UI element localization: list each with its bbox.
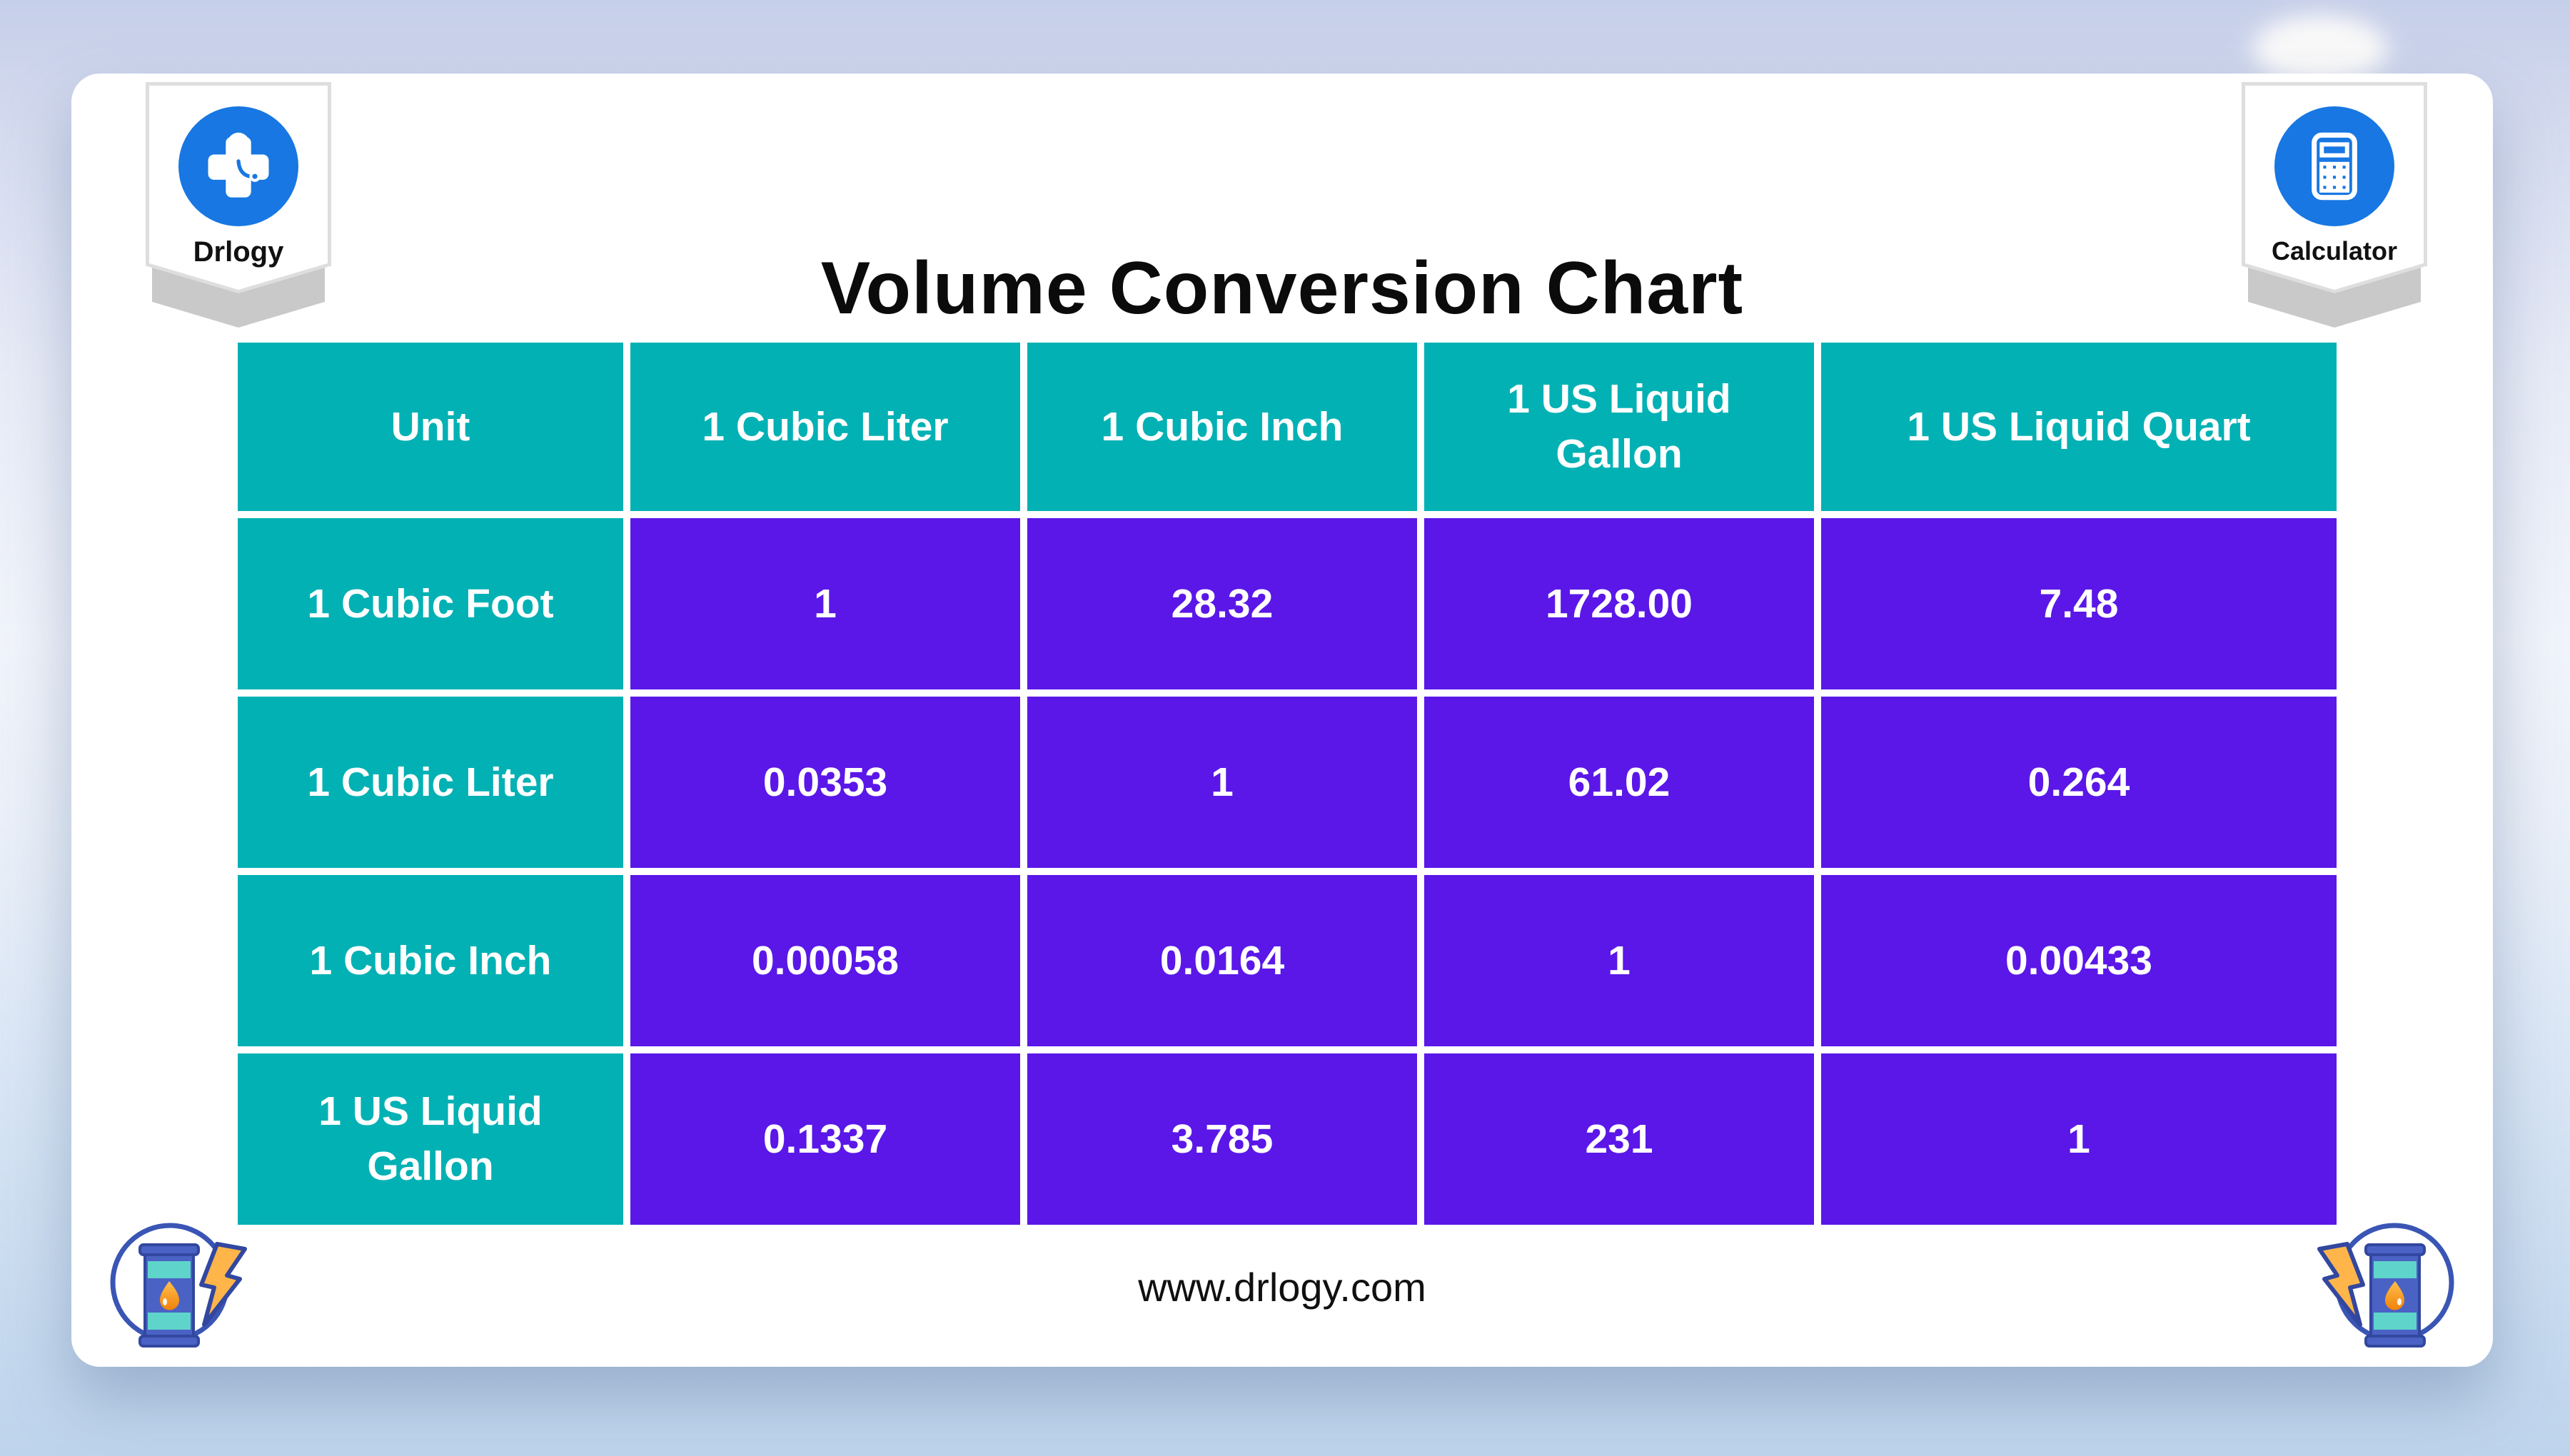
medical-cross-stethoscope-icon — [208, 132, 269, 198]
calculator-badge-label: Calculator — [2271, 236, 2398, 266]
column-header: Unit — [238, 343, 623, 511]
row-header: 1 Cubic Liter — [238, 697, 623, 868]
table-cell: 0.264 — [1821, 697, 2337, 868]
column-header: 1 Cubic Liter — [630, 343, 1020, 511]
table-cell: 1 — [630, 518, 1020, 689]
table-cell: 0.00433 — [1821, 875, 2337, 1046]
drlogy-badge-label: Drlogy — [193, 236, 284, 268]
column-header: 1 US Liquid Gallon — [1424, 343, 1814, 511]
row-header: 1 US Liquid Gallon — [238, 1053, 623, 1225]
calculator-logo-circle — [2274, 106, 2394, 226]
content-card: Drlogy Calculator — [71, 74, 2493, 1367]
website-url: www.drlogy.com — [1138, 1265, 1426, 1310]
table-cell: 0.00058 — [630, 875, 1020, 1046]
calculator-badge: Calculator — [2242, 82, 2427, 332]
table-cell: 0.1337 — [630, 1053, 1020, 1225]
table-cell: 0.0353 — [630, 697, 1020, 868]
table-cell: 1 — [1424, 875, 1814, 1046]
table-cell: 1 — [1027, 697, 1417, 868]
oil-barrel-energy-icon — [2317, 1223, 2454, 1348]
row-header: 1 Cubic Inch — [238, 875, 623, 1046]
table-cell: 231 — [1424, 1053, 1814, 1225]
table-cell: 1728.00 — [1424, 518, 1814, 689]
column-header: 1 US Liquid Quart — [1821, 343, 2337, 511]
page-title: Volume Conversion Chart — [820, 247, 1744, 330]
row-header: 1 Cubic Foot — [238, 518, 623, 689]
oil-barrel-energy-icon — [110, 1223, 247, 1348]
table-cell: 28.32 — [1027, 518, 1417, 689]
table-cell: 1 — [1821, 1053, 2337, 1225]
calculator-icon — [2312, 132, 2357, 201]
table-cell: 0.0164 — [1027, 875, 1417, 1046]
background-cloud-blob — [2252, 16, 2388, 84]
table-cell: 3.785 — [1027, 1053, 1417, 1225]
column-header: 1 Cubic Inch — [1027, 343, 1417, 511]
drlogy-badge: Drlogy — [146, 82, 331, 332]
volume-conversion-table: Unit 1 Cubic Liter 1 Cubic Inch 1 US Liq… — [238, 343, 2337, 1225]
drlogy-logo-circle — [178, 106, 298, 226]
table-cell: 7.48 — [1821, 518, 2337, 689]
table-cell: 61.02 — [1424, 697, 1814, 868]
